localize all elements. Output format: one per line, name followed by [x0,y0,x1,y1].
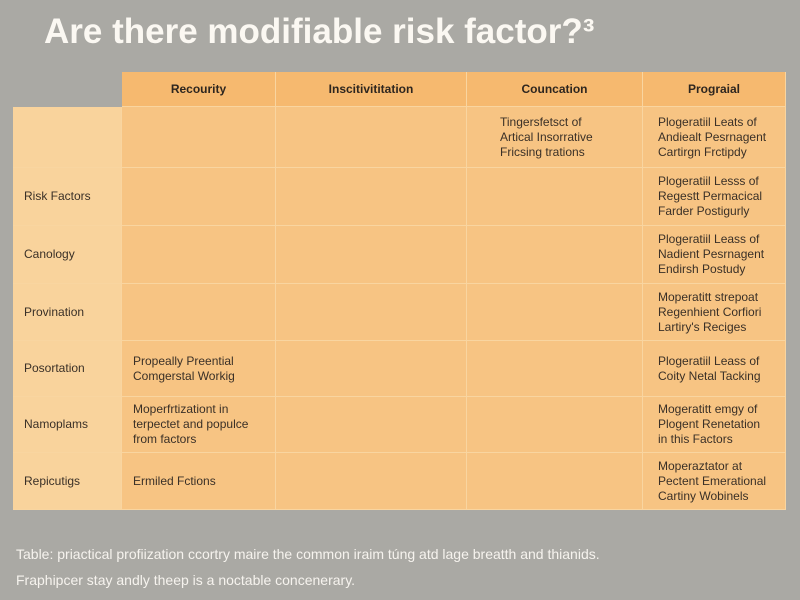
cell-text: Mogeratitt emgy of [658,402,758,416]
table-cell: Repicutigs [13,453,122,510]
table-cell [276,341,467,397]
title: Are there modifiable risk factor?³ [44,12,595,51]
table-cell [276,284,467,341]
table-cell: Canology [13,226,122,284]
table-cell [467,168,643,226]
cell-text: Coity Netal Tacking [658,368,761,383]
table-cell [122,226,276,284]
table-cell [13,107,122,168]
cell-text: Inscitivititation [328,81,414,96]
cell-text: Lartiry's Reciges [658,319,747,334]
cell-text: Cartirgn Frctipdy [658,144,747,159]
cell-text: Ermiled Fctions [133,473,216,488]
cell-text: Namoplams [24,417,89,431]
cell-text: Moperatitt strepoat [658,289,759,304]
cell-text: Moperaztator at [658,458,743,473]
table-cell: Mogeratitt emgy of Plogent Renetation in t… [643,397,786,453]
header-cell: Recourity [122,72,276,107]
cell-text: Cartiny Wobinels [658,488,749,503]
table-cell: Namoplams [13,397,122,453]
table-cell [276,397,467,453]
table-cell [276,107,467,168]
table-cell: Plogeratiil Leass of Nadient Pesrnagent En… [643,226,786,284]
table-cell: Ermiled Fctions [122,453,276,510]
cell-text: Endirsh Postudy [658,262,746,276]
table-cell [122,168,276,226]
table-cell: Plogeratiil Leats of Andiealt Pesrnagent C… [643,107,786,168]
cell-text: Plogeratiil Leass of [658,353,760,368]
cell-text: Pectent Emerational [658,473,767,488]
caption: Fraphipcer stay andly theep is a noctabl… [16,572,356,588]
cell-text: Recourity [170,81,227,96]
table-cell [276,226,467,284]
table-cell [122,284,276,341]
table-cell: Moperfrtizationt in terpectet and populce… [122,397,276,453]
cell-text: Comgerstal Workig [133,368,235,383]
cell-text: Repicutigs [24,473,81,488]
cell-text: Nadient Pesrnagent [658,247,765,261]
cell-text: Plogent Renetation [658,417,761,431]
table-cell [122,107,276,168]
table-cell: Risk Factors [13,168,122,226]
cell-text: Canology [24,247,75,261]
cell-text: terpectet and populce [133,417,249,431]
table-cell: Propeally Preential Comgerstal Workig [122,341,276,397]
cell-text: Councation [521,81,588,96]
cell-text: from factors [133,432,197,446]
table-cell [276,453,467,510]
table-cell: Posortation [13,341,122,397]
table-cell: Moperaztator at Pectent Emerational Cartin… [643,453,786,510]
cell-text: Risk Factors [24,189,91,203]
table-cell: Plogeratiil Lesss of Regestt Permacical Fa… [643,168,786,226]
cell-text: Regenhient Corfiori [658,304,762,319]
table-cell: Moperatitt strepoat Regenhient Corfiori La… [643,284,786,341]
cell-text: Andiealt Pesrnagent [658,129,767,144]
table-cell [276,168,467,226]
table-cell: Plogeratiil Leass of Coity Netal Tacking [643,341,786,397]
caption: Table: priactical profiization ccortry m… [16,546,600,562]
table-cell [467,397,643,453]
cell-text: in this Factors [658,432,733,446]
cell-text: Fricsing trations [500,144,585,159]
cell-text: Plogeratiil Lesss of [658,174,759,188]
table-cell: Provination [13,284,122,341]
cell-text: Moperfrtizationt in [133,402,229,416]
table-cell [467,341,643,397]
cell-text: Farder Postigurly [658,204,750,218]
header-cell: Prograial [643,72,786,107]
cell-text: Prograial [687,81,741,96]
header-cell: Inscitivititation [276,72,467,107]
cell-text: Plogeratiil Leats of [658,114,757,129]
table-cell [467,284,643,341]
cell-text: Posortation [24,361,85,375]
table-cell [467,226,643,284]
table-cell: Tingersfetsct of Artical Insorrative Frics… [467,107,643,168]
cell-text: Plogeratiil Leass of [658,232,760,246]
cell-text: Artical Insorrative [500,129,593,144]
cell-text: Tingersfetsct of [500,114,582,129]
header-cell: Councation [467,72,643,107]
cell-text: Regestt Permacical [658,189,763,203]
cell-text: Propeally Preential [133,353,234,368]
cell-text: Provination [24,304,85,319]
table-cell [467,453,643,510]
